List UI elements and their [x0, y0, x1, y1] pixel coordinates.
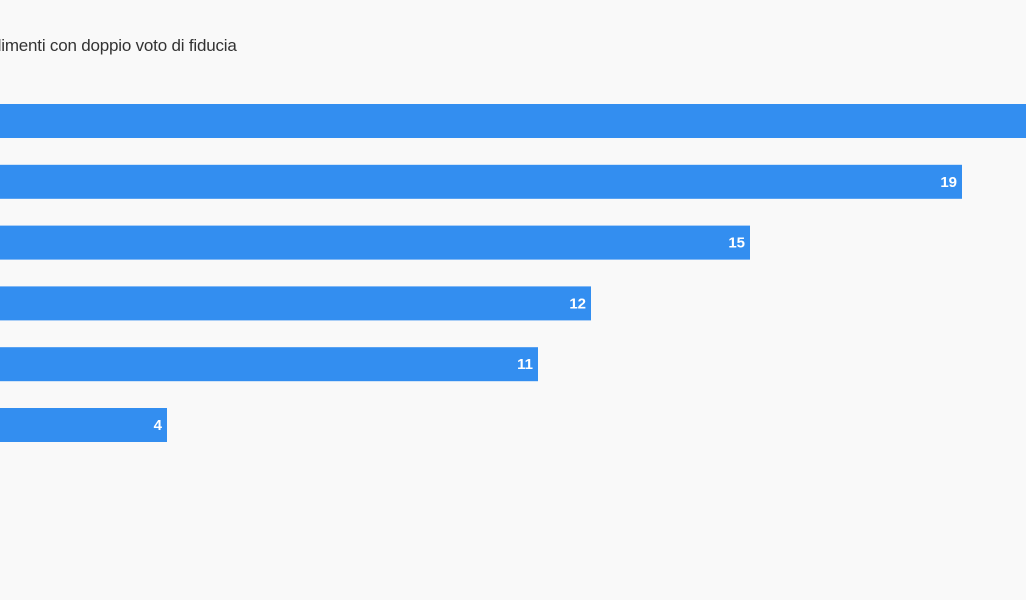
bar-6 — [0, 408, 167, 442]
bar-3 — [0, 225, 750, 260]
bar-value-label-2: 19 — [940, 174, 957, 191]
chart-title: dimenti con doppio voto di fiducia — [0, 36, 237, 55]
bar-value-label-3: 15 — [728, 235, 745, 252]
bar-4 — [0, 286, 591, 321]
bar-value-label-4: 12 — [569, 295, 586, 312]
bar-value-label-6: 4 — [154, 417, 163, 434]
bar-2 — [0, 164, 962, 199]
bar-5 — [0, 347, 538, 382]
bar-value-label-5: 11 — [517, 356, 533, 373]
bar-1 — [0, 104, 1026, 138]
